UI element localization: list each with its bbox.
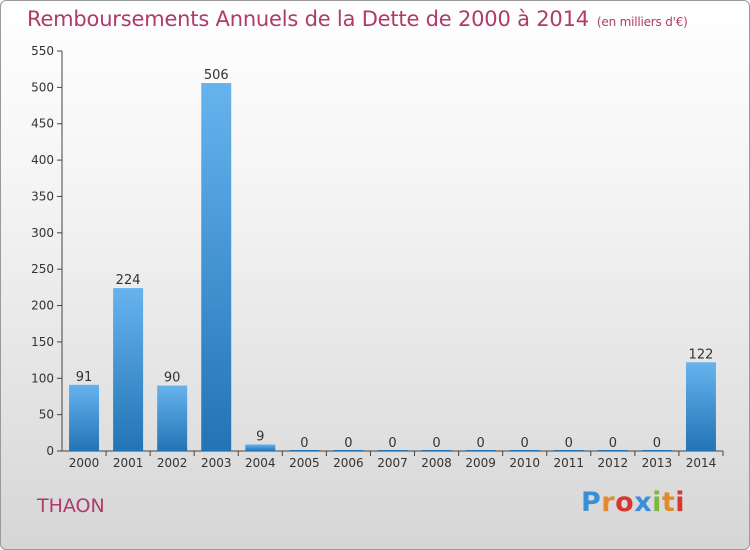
commune-name: THAON (37, 495, 105, 517)
bar (421, 450, 452, 451)
data-label: 224 (116, 273, 141, 288)
y-tick-label: 500 (31, 80, 54, 94)
bar (113, 288, 144, 451)
x-tick-label: 2014 (686, 456, 717, 470)
bar (245, 444, 276, 451)
y-tick-label: 400 (31, 153, 54, 167)
logo-letter: P (581, 487, 602, 518)
data-label: 0 (388, 436, 396, 451)
logo-letter: i (675, 487, 686, 518)
x-tick-label: 2002 (157, 456, 188, 470)
data-label: 0 (565, 436, 573, 451)
data-label: 91 (76, 370, 93, 385)
logo-letter: x (634, 487, 653, 518)
y-tick-label: 50 (39, 408, 54, 422)
data-label: 0 (476, 436, 484, 451)
x-tick-label: 2001 (113, 456, 144, 470)
bar (377, 450, 408, 451)
bar (509, 450, 540, 451)
bar (685, 362, 716, 451)
bar (553, 450, 584, 451)
data-label: 9 (256, 429, 264, 444)
data-label: 0 (432, 436, 440, 451)
bar (201, 83, 232, 451)
x-tick-label: 2008 (421, 456, 452, 470)
x-tick-label: 2006 (333, 456, 364, 470)
x-tick-label: 2003 (201, 456, 232, 470)
y-tick-label: 450 (31, 117, 54, 131)
y-tick-label: 0 (46, 444, 54, 458)
logo-letter: t (661, 487, 676, 518)
proxiti-logo: Proxiti (581, 487, 685, 518)
y-tick-label: 150 (31, 335, 54, 349)
x-tick-label: 2011 (553, 456, 584, 470)
bar (69, 384, 100, 451)
data-label: 0 (653, 436, 661, 451)
bar (157, 385, 188, 451)
bars (69, 83, 716, 451)
bar (465, 450, 496, 451)
data-label: 0 (521, 436, 529, 451)
data-label: 506 (204, 68, 229, 83)
x-tick-label: 2004 (245, 456, 276, 470)
chart-title-unit: (en milliers d'€) (596, 15, 688, 29)
data-label: 0 (300, 436, 308, 451)
x-tick-label: 2000 (69, 456, 100, 470)
x-tick-label: 2007 (377, 456, 408, 470)
chart-title: Remboursements Annuels de la Dette de 20… (27, 7, 688, 31)
logo-letter: r (601, 487, 616, 518)
x-tick-label: 2010 (509, 456, 540, 470)
x-tick-label: 2012 (598, 456, 629, 470)
bar (597, 450, 628, 451)
y-tick-label: 550 (31, 44, 54, 58)
y-tick-label: 350 (31, 189, 54, 203)
x-tick-label: 2009 (465, 456, 496, 470)
bar (641, 450, 672, 451)
y-tick-label: 250 (31, 262, 54, 276)
data-label: 0 (344, 436, 352, 451)
y-tick-label: 100 (31, 371, 54, 385)
logo-letter: o (615, 487, 635, 518)
axes: 0 50 100 150 200 250 300 350 400 450 500 550 2000 200… (31, 44, 724, 470)
bar (289, 450, 320, 451)
y-tick-label: 300 (31, 226, 54, 240)
bar (333, 450, 364, 451)
chart-title-main: Remboursements Annuels de la Dette de 20… (27, 7, 589, 31)
data-label: 90 (164, 371, 181, 386)
y-tick-label: 200 (31, 299, 54, 313)
data-label: 0 (609, 436, 617, 451)
x-tick-label: 2005 (289, 456, 320, 470)
x-tick-label: 2013 (642, 456, 673, 470)
data-label: 122 (689, 347, 714, 362)
logo-letter: i (652, 487, 662, 518)
